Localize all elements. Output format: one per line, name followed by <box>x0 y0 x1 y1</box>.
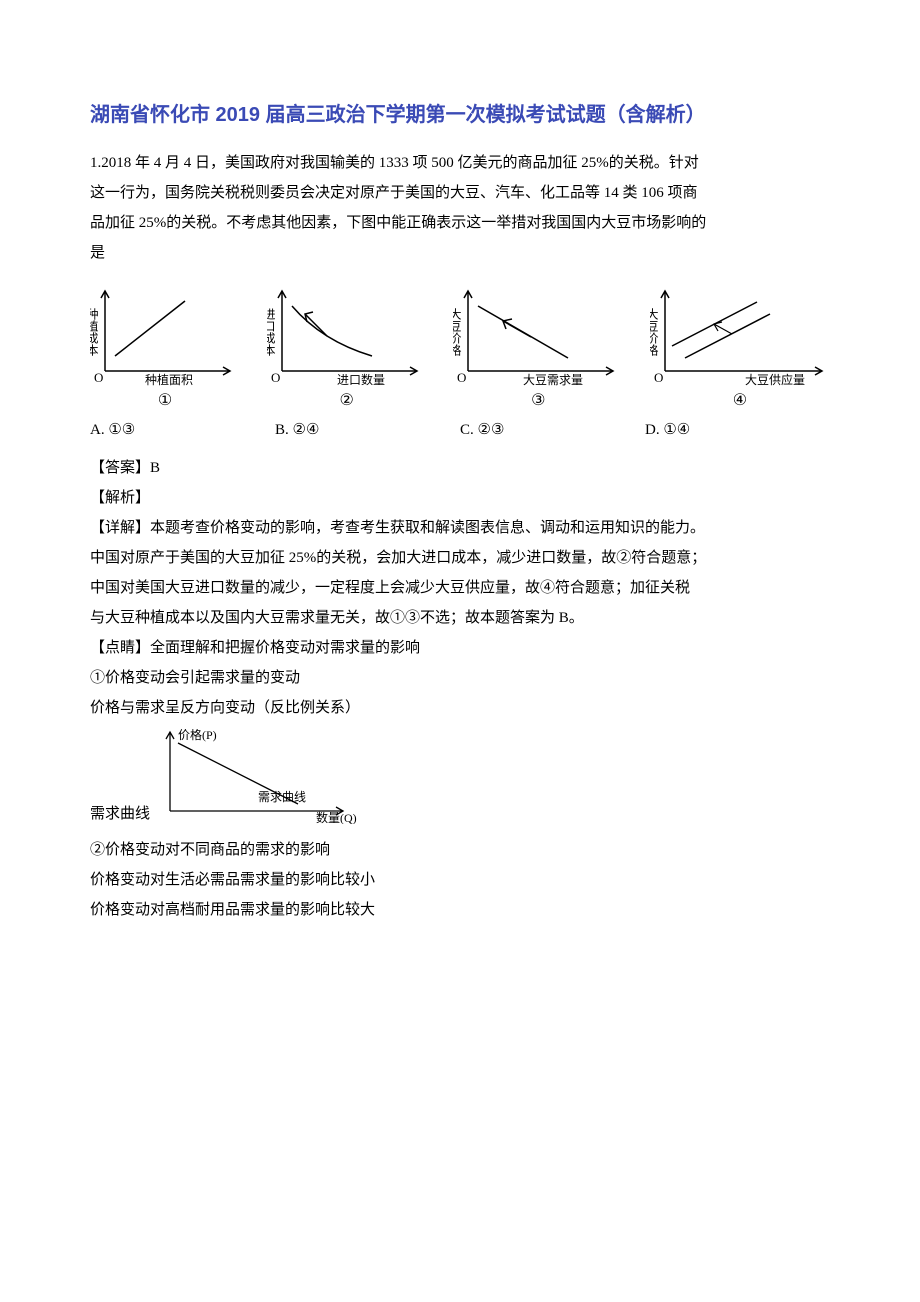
page-title: 湖南省怀化市 2019 届高三政治下学期第一次模拟考试试题（含解析） <box>90 100 830 130</box>
detail-1: 本题考查价格变动的影响，考查考生获取和解读图表信息、调动和运用知识的能力。 <box>150 520 705 536</box>
dj-item1-sub: 价格与需求呈反方向变动（反比例关系） <box>90 693 830 723</box>
dianjing-1: 全面理解和把握价格变动对需求量的影响 <box>150 640 420 656</box>
svg-text:大豆需求量: 大豆需求量 <box>523 373 583 386</box>
demand-curve-chart: 价格(P) 数量(Q) 需求曲线 <box>158 729 358 829</box>
svg-text:O: O <box>94 370 103 385</box>
detail-4: 与大豆种植成本以及国内大豆需求量无关，故①③不选；故本题答案为 B。 <box>90 603 830 633</box>
q-line4: 是 <box>90 238 830 268</box>
demand-curve-label: 需求曲线 <box>90 799 150 829</box>
dianjing-label: 【点睛】 <box>90 640 150 656</box>
charts-row: 种植成本 O 种植面积 ① 进口成本 O 进口数量 ② 大豆价格 <box>90 286 830 410</box>
options-row: A. ①③ B. ②④ C. ②③ D. ①④ <box>90 420 830 439</box>
detail-2: 中国对原产于美国的大豆加征 25%的关税，会加大进口成本，减少进口数量，故②符合… <box>90 543 830 573</box>
chart-2: 进口成本 O 进口数量 ② <box>267 286 427 410</box>
dj-item2: ②价格变动对不同商品的需求的影响 <box>90 835 830 865</box>
question-stem: 1.2018 年 4 月 4 日，美国政府对我国输美的 1333 项 500 亿… <box>90 148 830 178</box>
dj-item1: ①价格变动会引起需求量的变动 <box>90 663 830 693</box>
detail-3: 中国对美国大豆进口数量的减少，一定程度上会减少大豆供应量，故④符合题意；加征关税 <box>90 573 830 603</box>
q-line1: 2018 年 4 月 4 日，美国政府对我国输美的 1333 项 500 亿美元… <box>101 155 699 171</box>
svg-text:O: O <box>654 370 663 385</box>
svg-text:价格(P): 价格(P) <box>178 729 217 742</box>
q-number: 1. <box>90 155 101 171</box>
dianjing: 【点睛】全面理解和把握价格变动对需求量的影响 <box>90 633 830 663</box>
chart-3-label: ③ <box>531 390 545 410</box>
svg-text:O: O <box>271 370 280 385</box>
svg-text:大豆价格: 大豆价格 <box>453 308 462 356</box>
svg-text:进口成本: 进口成本 <box>267 308 276 357</box>
chart-1-svg: 种植成本 O 种植面积 <box>90 286 240 386</box>
dj-item2-sub1: 价格变动对生活必需品需求量的影响比较小 <box>90 865 830 895</box>
svg-text:大豆价格: 大豆价格 <box>650 308 659 356</box>
option-c: C. ②③ <box>460 420 645 439</box>
chart-1-label: ① <box>158 390 172 410</box>
chart-2-label: ② <box>339 390 353 410</box>
option-b: B. ②④ <box>275 420 460 439</box>
option-a: A. ①③ <box>90 420 275 439</box>
svg-text:进口数量: 进口数量 <box>337 372 385 386</box>
dj-item2-sub2: 价格变动对高档耐用品需求量的影响比较大 <box>90 895 830 925</box>
svg-text:大豆供应量: 大豆供应量 <box>745 372 805 386</box>
chart-4: 大豆价格 O 大豆供应量 ④ <box>650 286 830 410</box>
jiexi: 【解析】 <box>90 483 830 513</box>
detail-label: 【详解】 <box>90 520 150 536</box>
chart-2-svg: 进口成本 O 进口数量 <box>267 286 427 386</box>
detail: 【详解】本题考查价格变动的影响，考查考生获取和解读图表信息、调动和运用知识的能力… <box>90 513 830 543</box>
q-line3: 品加征 25%的关税。不考虑其他因素，下图中能正确表示这一举措对我国国内大豆市场… <box>90 208 830 238</box>
chart-3: 大豆价格 O 大豆需求量 ③ <box>453 286 623 410</box>
chart-4-label: ④ <box>733 390 747 410</box>
option-d: D. ①④ <box>645 420 830 439</box>
q-line2: 这一行为，国务院关税税则委员会决定对原产于美国的大豆、汽车、化工品等 14 类 … <box>90 178 830 208</box>
svg-text:需求曲线: 需求曲线 <box>258 790 306 804</box>
answer: 【答案】B <box>90 453 830 483</box>
svg-text:O: O <box>457 370 466 385</box>
svg-text:数量(Q): 数量(Q) <box>316 810 357 824</box>
chart-1: 种植成本 O 种植面积 ① <box>90 286 240 410</box>
chart-3-svg: 大豆价格 O 大豆需求量 <box>453 286 623 386</box>
svg-text:种植面积: 种植面积 <box>145 372 193 386</box>
svg-text:种植成本: 种植成本 <box>90 308 99 357</box>
chart-4-svg: 大豆价格 O 大豆供应量 <box>650 286 830 386</box>
demand-curve-row: 需求曲线 价格(P) 数量(Q) 需求曲线 <box>90 729 830 829</box>
